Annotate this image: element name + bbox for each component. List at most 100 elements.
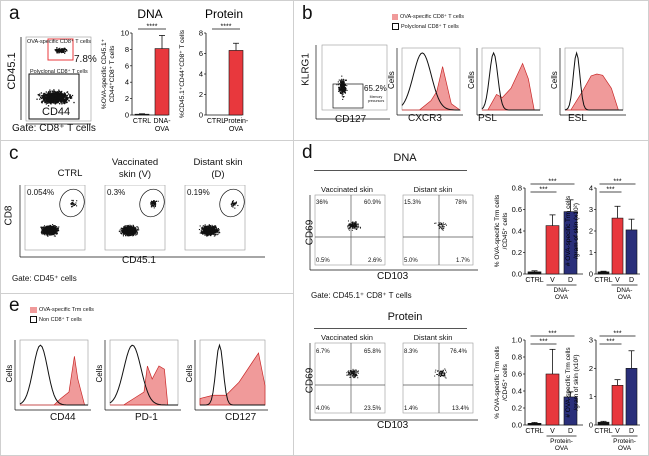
flow-event-dot [214,229,216,231]
y-tick-label: 0.8 [512,184,522,193]
flow-event-dot [353,372,355,374]
flow-event-dot [44,93,47,96]
y-tick-label: 2 [125,94,129,103]
panel-a-flow-plot [20,36,92,125]
flow-event-dot [58,51,60,53]
flow-event-dot [127,232,129,234]
flow-event-dot [346,89,348,91]
significance-stars: *** [539,339,547,346]
flow-event-dot [209,230,211,232]
flow-event-dot [47,105,50,107]
flow-event-dot [75,202,77,204]
flow-event-dot [153,207,155,209]
y-tick-label: 1 [589,392,593,401]
flow-event-dot [71,206,73,208]
flow-event-dot [202,228,204,230]
hist-cd44: Cells [5,339,91,411]
flow-event-dot [355,228,357,230]
flow-event-dot [349,373,351,375]
group-label: Protein- [550,438,573,445]
flow-event-dot [350,376,352,378]
flow-event-dot [132,235,134,237]
flow-event-dot [438,223,440,225]
flow-event-dot [49,231,51,234]
flow-event-dot [137,226,139,228]
flow-event-dot [207,228,209,230]
flow-event-dot [71,203,73,205]
flow-event-dot [49,97,52,99]
c-gate-note: Gate: CD45⁺ cells [12,274,77,283]
flow-event-dot [64,93,66,95]
flow-event-dot [352,372,354,374]
flow-event-dot [42,228,44,231]
flow-event-dot [123,229,125,231]
e-legend: OVA-specific Trm cells Non CD8⁺ T cells [30,307,94,323]
flow-event-dot [56,92,58,94]
flow-event-dot [202,228,205,230]
flow-event-dot [60,92,63,94]
flow-event-dot [125,227,128,229]
flow-event-dot [341,78,343,80]
flow-event-dot [216,229,218,231]
group-label: DNA- [617,287,633,294]
flow-event-dot [73,203,75,205]
flow-event-dot [54,235,56,237]
flow-event-dot [47,95,50,98]
flow-event-dot [358,226,360,228]
flow-event-dot [352,371,354,373]
flow-event-dot [204,234,206,236]
flow-event-dot [353,375,355,377]
d-dna-d-q-lr: 1.7% [456,258,470,264]
flow-frame [314,342,386,414]
flow-event-dot [56,233,58,235]
flow-event-dot [234,202,236,204]
flow-event-dot [206,228,208,230]
group-label-line2: OVA [555,294,569,301]
flow-event-dot [348,373,350,375]
flow-event-dot [64,94,66,96]
flow-event-dot [45,225,47,227]
flow-event-dot [352,222,354,224]
y-tick-label: 0.2 [512,248,522,257]
flow-event-dot [342,87,344,89]
flow-event-dot [126,225,129,227]
flow-event-dot [55,91,58,94]
flow-event-dot [60,101,62,103]
black-histogram [481,51,540,111]
d-dna-title-rule [314,170,467,171]
flow-event-dot [354,372,356,374]
flow-event-dot [129,224,131,226]
legend-label: OVA-specific Trm cells [39,307,94,313]
flow-event-dot [136,231,139,233]
flow-event-dot [353,223,355,225]
flow-event-dot [208,228,210,230]
flow-event-dot [340,88,342,90]
flow-event-dot [355,226,357,228]
d-dna-v-q-ll: 0.5% [316,258,330,264]
flow-event-dot [50,96,52,98]
flow-event-dot [343,79,345,81]
significance-stars: *** [613,331,621,338]
flow-event-dot [354,377,356,379]
flow-event-dot [52,93,54,96]
d-dna-vaccinated-plot [314,194,386,266]
flow-frame [25,36,92,122]
flow-event-dot [120,230,123,232]
flow-event-dot [123,226,125,228]
legend-label: OVA-specific CD8⁺ T cells [400,14,465,20]
flow-event-dot [51,228,53,231]
flow-event-dot [51,233,53,235]
flow-event-dot [56,228,58,230]
flow-event-dot [202,230,204,232]
flow-event-dot [153,202,156,204]
x-tick-label: V [615,428,620,435]
flow-event-dot [355,369,357,371]
flow-event-dot [61,90,63,93]
flow-event-dot [213,229,215,231]
y-tick-label: 0.4 [512,227,522,236]
x-tick-label-line2: OVA [155,126,170,133]
flow-event-dot [51,98,54,101]
significance-stars: *** [548,179,556,186]
flow-event-dot [350,373,352,375]
flow-event-dot [214,228,216,230]
